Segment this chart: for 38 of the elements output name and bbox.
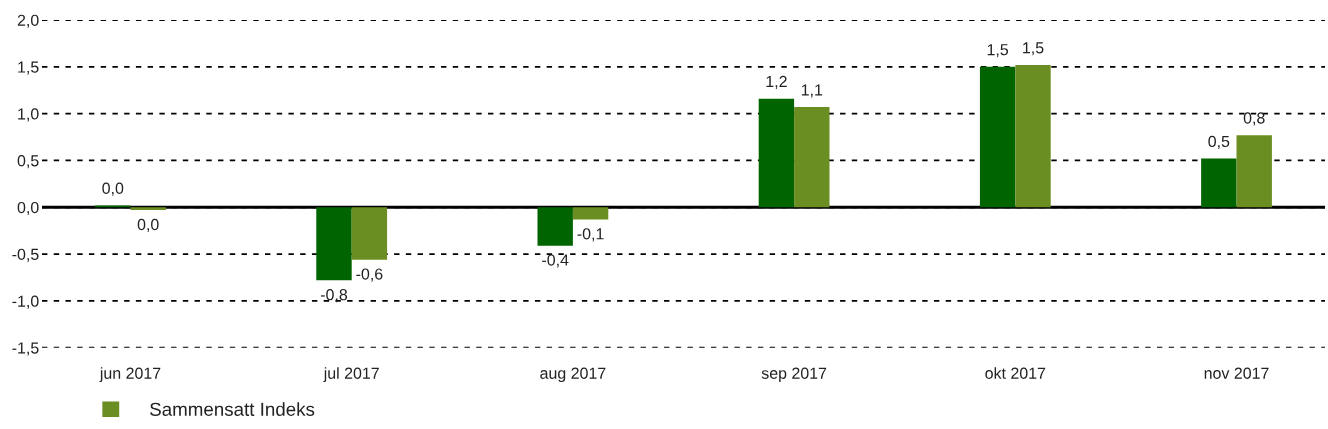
data-label: 1,1 [801, 84, 823, 98]
y-tick-label: 0,5 [17, 155, 39, 169]
y-tick-label: 0,0 [17, 201, 39, 216]
bar [1236, 135, 1272, 208]
data-label: 1,5 [1023, 42, 1044, 56]
legend-label: Sammensatt Indeks [150, 402, 315, 416]
data-label: 0,0 [137, 218, 159, 233]
data-label: 0,8 [1243, 112, 1265, 126]
x-tick-label: nov 2017 [1204, 367, 1269, 379]
data-label: -0,6 [356, 268, 383, 282]
data-label: -0,1 [577, 228, 604, 242]
y-tick-label: -1,5 [12, 342, 39, 356]
y-tick-label: 1,0 [18, 108, 39, 122]
bar [1015, 64, 1051, 208]
y-tick-label: 1,5 [18, 61, 39, 75]
data-label: -0,4 [542, 254, 569, 268]
bar [572, 207, 609, 220]
bar [979, 66, 1016, 208]
data-label: 0,0 [102, 182, 124, 196]
bar [794, 107, 830, 208]
data-label: 0,5 [1208, 135, 1230, 149]
bar [537, 207, 573, 246]
x-tick-label: aug 2017 [540, 367, 606, 383]
bar [758, 98, 795, 208]
x-tick-label: okt 2017 [985, 367, 1046, 379]
data-label: -0,8 [320, 289, 348, 303]
y-tick-label: -1,0 [12, 295, 39, 309]
data-label: 1,5 [987, 44, 1009, 58]
x-tick-label: sep 2017 [761, 367, 827, 383]
y-tick-label: -0,5 [12, 248, 39, 262]
bar [1201, 158, 1237, 208]
x-tick-label: jul 2017 [323, 367, 379, 383]
y-tick-label: 2,0 [17, 14, 39, 28]
bar [130, 207, 166, 211]
data-label: 1,2 [766, 75, 787, 90]
x-tick-label: jun 2017 [99, 367, 161, 383]
bar [316, 207, 352, 281]
bar [351, 207, 388, 260]
